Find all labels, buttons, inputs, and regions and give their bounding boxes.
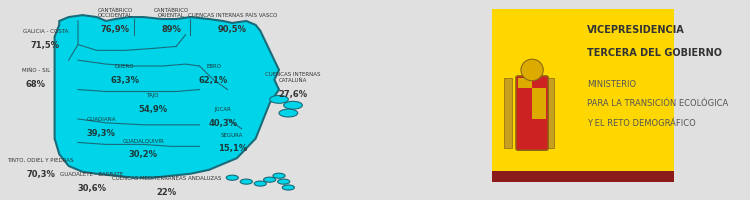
Text: 90,5%: 90,5%: [217, 25, 247, 34]
Circle shape: [273, 173, 285, 178]
Text: VICEPRESIDENCIA: VICEPRESIDENCIA: [586, 25, 685, 35]
Text: 30,2%: 30,2%: [129, 150, 158, 159]
Text: SEGURA: SEGURA: [221, 133, 244, 138]
FancyBboxPatch shape: [491, 9, 674, 182]
Text: GALICIA - COSTA: GALICIA - COSTA: [22, 29, 68, 34]
Text: CUENCAS INTERNAS
CATALUÑA: CUENCAS INTERNAS CATALUÑA: [266, 72, 321, 83]
FancyBboxPatch shape: [504, 78, 512, 148]
Circle shape: [521, 59, 543, 81]
Text: 40,3%: 40,3%: [209, 119, 238, 128]
Text: DUERO: DUERO: [115, 64, 134, 69]
Polygon shape: [55, 15, 279, 178]
FancyBboxPatch shape: [546, 78, 554, 148]
Text: 39,3%: 39,3%: [87, 129, 116, 138]
Text: 54,9%: 54,9%: [138, 105, 167, 114]
Text: MIÑO - SIL: MIÑO - SIL: [22, 68, 50, 73]
Text: MINISTERIO: MINISTERIO: [586, 80, 636, 89]
Circle shape: [270, 95, 288, 103]
Circle shape: [278, 179, 290, 184]
Text: CUENCAS INTERNAS PAÍS VASCO: CUENCAS INTERNAS PAÍS VASCO: [188, 13, 277, 18]
Text: 68%: 68%: [26, 80, 46, 89]
Circle shape: [279, 109, 298, 117]
Text: 71,5%: 71,5%: [31, 41, 60, 50]
Text: JÚCAR: JÚCAR: [214, 106, 231, 112]
Text: 30,6%: 30,6%: [77, 184, 106, 193]
Circle shape: [226, 175, 238, 180]
Text: GUADALETE - BARBATE: GUADALETE - BARBATE: [61, 172, 124, 177]
Text: TAJO: TAJO: [146, 93, 159, 98]
Text: TERCERA DEL GOBIERNO: TERCERA DEL GOBIERNO: [586, 48, 722, 58]
Circle shape: [284, 101, 302, 109]
FancyBboxPatch shape: [518, 78, 532, 88]
Text: Y EL RETO DEMOGRÁFICO: Y EL RETO DEMOGRÁFICO: [586, 119, 695, 128]
Text: 15,1%: 15,1%: [217, 144, 247, 153]
Text: 62,1%: 62,1%: [199, 76, 228, 85]
Text: 76,9%: 76,9%: [101, 25, 130, 34]
Text: 27,6%: 27,6%: [278, 90, 308, 99]
Text: CANTÁBRICO
ORIENTAL: CANTÁBRICO ORIENTAL: [154, 8, 189, 18]
Circle shape: [263, 177, 276, 182]
Text: 63,3%: 63,3%: [110, 76, 140, 85]
Circle shape: [254, 181, 266, 186]
Text: PARA LA TRANSICIÓN ECOLÓGICA: PARA LA TRANSICIÓN ECOLÓGICA: [586, 99, 728, 108]
Text: CANTÁBRICO
OCCIDENTAL: CANTÁBRICO OCCIDENTAL: [98, 8, 133, 18]
Circle shape: [282, 185, 295, 190]
Text: 70,3%: 70,3%: [26, 170, 55, 179]
Text: CUENCAS MEDITERRÁNEAS ANDALUZAS: CUENCAS MEDITERRÁNEAS ANDALUZAS: [112, 176, 221, 181]
Circle shape: [240, 179, 252, 184]
Text: 89%: 89%: [161, 25, 182, 34]
Text: EBRO: EBRO: [206, 64, 221, 69]
FancyBboxPatch shape: [516, 76, 548, 150]
Text: 22%: 22%: [157, 188, 177, 197]
FancyBboxPatch shape: [491, 171, 674, 182]
Text: GUADALQUIVIR: GUADALQUIVIR: [122, 138, 164, 143]
Text: GUADIANA: GUADIANA: [86, 117, 116, 122]
FancyBboxPatch shape: [532, 88, 546, 119]
Text: TINTO, ODIEL Y PIEDRAS: TINTO, ODIEL Y PIEDRAS: [8, 158, 74, 163]
